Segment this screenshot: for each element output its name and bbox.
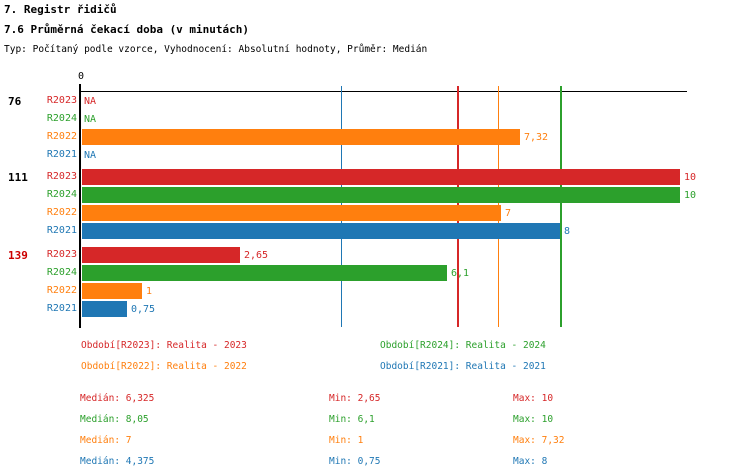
bar-value-label: NA	[84, 95, 97, 107]
bar	[82, 223, 560, 239]
axis-zero-tick-label: 0	[77, 71, 85, 82]
stats-row-r2024: Medián: 8,05 Min: 6,1 Max: 10	[0, 414, 750, 427]
bar-value-label: 1	[146, 285, 153, 297]
bar-value-label: 2,65	[244, 249, 269, 261]
bar-value-label: 8	[564, 225, 571, 237]
bar-value-label: NA	[84, 149, 97, 161]
bar-row: R2024 10	[0, 187, 750, 203]
stat-min: Min: 2,65	[329, 393, 381, 404]
series-label: R2021	[46, 225, 77, 236]
bar	[82, 169, 680, 185]
bar-row: R2024 6,1	[0, 265, 750, 281]
series-label: R2021	[46, 303, 77, 314]
series-label: R2022	[46, 207, 77, 218]
bar	[82, 247, 240, 263]
bar-value-label: 6,1	[451, 267, 470, 279]
group-label: 139	[8, 249, 28, 262]
bar-row: R2021 0,75	[0, 301, 750, 317]
value-axis-line	[79, 84, 81, 328]
stat-max: Max: 8	[513, 456, 548, 467]
median-line-r2024	[560, 86, 562, 327]
series-label: R2023	[46, 249, 77, 260]
stat-max: Max: 7,32	[513, 435, 565, 446]
stat-min: Min: 1	[329, 435, 364, 446]
series-label: R2021	[46, 149, 77, 160]
bar-row: R2021 8	[0, 223, 750, 239]
bar-chart: 0 76 R2023 NA R2024 NA R2022 7,32 R2021 NA 1…	[0, 71, 750, 328]
bar	[82, 187, 680, 203]
bar-group-139: 139 R2023 2,65 R2024 6,1 R2022 1 R2021 0,75	[0, 247, 750, 319]
bar-row: R2023 NA	[0, 93, 750, 109]
bar	[82, 205, 501, 221]
bar-row: R2024 NA	[0, 111, 750, 127]
legend-item-r2021: Období[R2021]: Realita - 2021	[380, 361, 546, 372]
bar-value-label: 10	[684, 171, 697, 183]
series-label: R2023	[46, 95, 77, 106]
stats-row-r2023: Medián: 6,325 Min: 2,65 Max: 10	[0, 393, 750, 406]
series-label: R2024	[46, 189, 77, 200]
series-label: R2022	[46, 285, 77, 296]
bar	[82, 301, 127, 317]
stat-max: Max: 10	[513, 393, 554, 404]
page-title: 7. Registr řidičů	[4, 3, 117, 16]
bar-value-label: 0,75	[131, 303, 156, 315]
bar-value-label: 7,32	[524, 131, 549, 143]
bar-row: R2022 7	[0, 205, 750, 221]
bar-row: R2022 7,32	[0, 129, 750, 145]
bar-group-76: 76 R2023 NA R2024 NA R2022 7,32 R2021 NA	[0, 93, 750, 165]
chart-top-border	[80, 91, 687, 92]
bar-row: R2023 10	[0, 169, 750, 185]
bar	[82, 283, 142, 299]
bar-row: R2021 NA	[0, 147, 750, 163]
bar	[82, 129, 520, 145]
chart-subtitle: 7.6 Průměrná čekací doba (v minutách)	[4, 23, 250, 36]
stat-min: Min: 6,1	[329, 414, 375, 425]
legend-item-r2024: Období[R2024]: Realita - 2024	[380, 340, 546, 351]
stat-min: Min: 0,75	[329, 456, 381, 467]
chart-meta-line: Typ: Počítaný podle vzorce, Vyhodnocení:…	[4, 44, 428, 55]
bar-value-label: 7	[505, 207, 512, 219]
stat-median: Medián: 4,375	[80, 456, 155, 467]
bar-row: R2023 2,65	[0, 247, 750, 263]
bar-row: R2022 1	[0, 283, 750, 299]
bar-value-label: 10	[684, 189, 697, 201]
stat-median: Medián: 6,325	[80, 393, 155, 404]
bar-value-label: NA	[84, 113, 97, 125]
stats-row-r2021: Medián: 4,375 Min: 0,75 Max: 8	[0, 456, 750, 469]
series-label: R2023	[46, 171, 77, 182]
legend-item-r2022: Období[R2022]: Realita - 2022	[81, 361, 247, 372]
legend-item-r2023: Období[R2023]: Realita - 2023	[81, 340, 247, 351]
group-label: 111	[8, 171, 28, 184]
series-label: R2022	[46, 131, 77, 142]
series-label: R2024	[46, 113, 77, 124]
group-label: 76	[8, 95, 22, 108]
stats-row-r2022: Medián: 7 Min: 1 Max: 7,32	[0, 435, 750, 448]
stat-max: Max: 10	[513, 414, 554, 425]
series-label: R2024	[46, 267, 77, 278]
stat-median: Medián: 7	[80, 435, 132, 446]
bar-group-111: 111 R2023 10 R2024 10 R2022 7 R2021 8	[0, 169, 750, 241]
bar	[82, 265, 447, 281]
stat-median: Medián: 8,05	[80, 414, 149, 425]
